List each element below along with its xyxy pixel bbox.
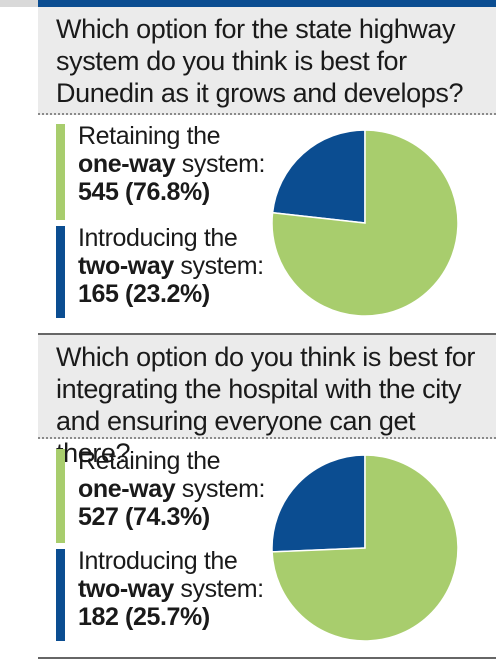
legend-bar-two-way-q1 [56, 226, 65, 318]
legend-value: 165 (23.2%) [78, 280, 210, 308]
question-1-title: Which option for the state highway syste… [38, 7, 496, 115]
legend-bar-one-way-q1 [56, 124, 65, 220]
legend-text-two-way-q2: Introducing the two-way system: 182 (25.… [78, 547, 264, 631]
legend-text-two-way-q1: Introducing the two-way system: 165 (23.… [78, 224, 264, 308]
top-band-blue [38, 0, 496, 7]
top-color-band [0, 0, 496, 7]
legend-label-bold: one-way [78, 475, 176, 503]
pie-slice-one-way [271, 454, 459, 642]
legend-label-bold: one-way [78, 150, 176, 178]
pie-chart-1 [271, 129, 459, 317]
legend-label-bold: two-way [78, 575, 174, 603]
legend-bar-one-way-q2 [56, 449, 65, 543]
legend-value: 182 (25.7%) [78, 603, 210, 631]
legend-value: 527 (74.3%) [78, 503, 210, 531]
top-band-gray [0, 0, 38, 7]
legend-bar-two-way-q2 [56, 549, 65, 641]
pie-chart-2 [271, 454, 459, 642]
legend-label-pre: Retaining the [78, 447, 221, 475]
legend-value: 545 (76.8%) [78, 178, 210, 206]
legend-text-one-way-q1: Retaining the one-way system: 545 (76.8%… [78, 122, 266, 206]
legend-text-one-way-q2: Retaining the one-way system: 527 (74.3%… [78, 447, 266, 531]
legend-label-pre: Retaining the [78, 122, 221, 150]
pie-slice-one-way [271, 129, 459, 317]
legend-label-pre: Introducing the [78, 547, 238, 575]
legend-label-post: system: [180, 252, 264, 280]
pie-slice-two-way [271, 129, 366, 224]
bottom-divider [38, 657, 496, 659]
legend-label-bold: two-way [78, 252, 174, 280]
legend-label-post: system: [181, 475, 266, 503]
legend-label-post: system: [181, 150, 266, 178]
legend-label-pre: Introducing the [78, 224, 238, 252]
question-2-title: Which option do you think is best for in… [38, 333, 496, 468]
legend-label-post: system: [180, 575, 264, 603]
pie-slice-two-way [271, 454, 366, 553]
